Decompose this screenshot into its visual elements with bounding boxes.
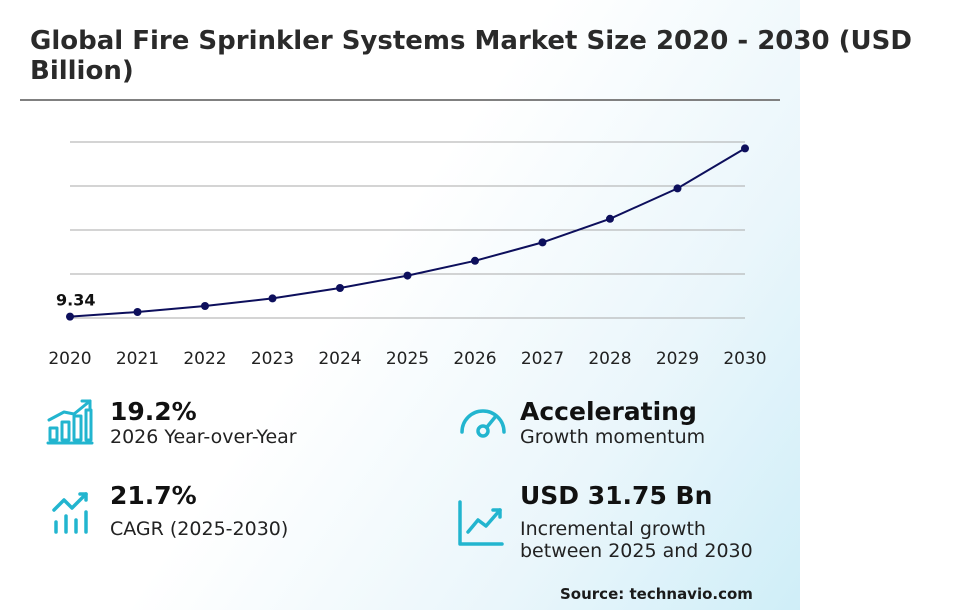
stat-momentum: Accelerating Growth momentum — [520, 397, 706, 449]
chart-title: Global Fire Sprinkler Systems Market Siz… — [30, 26, 912, 86]
data-point — [133, 308, 142, 316]
x-tick-label: 2021 — [116, 349, 159, 369]
data-point — [403, 271, 412, 280]
series-line — [69, 147, 746, 318]
x-tick-label: 2028 — [588, 349, 631, 369]
data-point — [336, 284, 344, 292]
title-divider — [20, 99, 780, 101]
data-point — [66, 312, 74, 321]
data-point — [471, 256, 479, 265]
x-tick-label: 2025 — [386, 349, 429, 369]
x-tick-labels: 2020 2021 2022 2023 2024 2025 2026 2027 2028 2029… — [48, 349, 766, 369]
x-tick-label: 2029 — [656, 349, 699, 369]
data-point — [268, 294, 277, 303]
bar-chart-growth-icon — [46, 399, 94, 445]
x-tick-label: 2024 — [318, 349, 361, 369]
data-point — [201, 302, 209, 310]
stat-yoy: 19.2% 2026 Year-over-Year — [110, 397, 297, 449]
data-labels: 9.34 — [56, 291, 95, 310]
stat-yoy-label: 2026 Year-over-Year — [110, 426, 297, 448]
x-tick-label: 2026 — [453, 349, 496, 369]
data-point — [673, 184, 682, 193]
gridlines — [70, 141, 745, 319]
stat-incremental-label: Incremental growth between 2025 and 2030 — [520, 518, 753, 562]
stat-incremental: USD 31.75 Bn Incremental growth between … — [520, 481, 790, 563]
trend-bars-icon — [52, 492, 88, 534]
stat-cagr: 21.7% CAGR (2025-2030) — [110, 481, 289, 541]
source-note: Source: technavio.com — [560, 585, 753, 603]
growth-chart-icon — [458, 500, 504, 546]
x-tick-label: 2020 — [48, 349, 91, 369]
stat-cagr-label: CAGR (2025-2030) — [110, 518, 289, 540]
data-point — [538, 238, 547, 247]
stat-incremental-value: USD 31.75 Bn — [520, 481, 713, 510]
data-points — [66, 144, 749, 321]
line-chart: 2020 2021 2022 2023 2024 2025 2026 2027 2028 2029… — [48, 141, 767, 369]
x-tick-label: 2022 — [183, 349, 226, 369]
x-tick-label: 2030 — [723, 349, 766, 369]
x-tick-label: 2023 — [251, 349, 294, 369]
background-panel — [0, 0, 800, 610]
stat-momentum-value: Accelerating — [520, 397, 697, 426]
stat-momentum-label: Growth momentum — [520, 426, 706, 448]
stat-yoy-value: 19.2% — [110, 397, 197, 426]
gauge-icon — [460, 409, 506, 438]
x-tick-label: 2027 — [521, 349, 564, 369]
data-point — [741, 144, 749, 153]
data-label: 9.34 — [56, 291, 95, 310]
stat-cagr-value: 21.7% — [110, 481, 197, 510]
data-point — [606, 214, 614, 223]
